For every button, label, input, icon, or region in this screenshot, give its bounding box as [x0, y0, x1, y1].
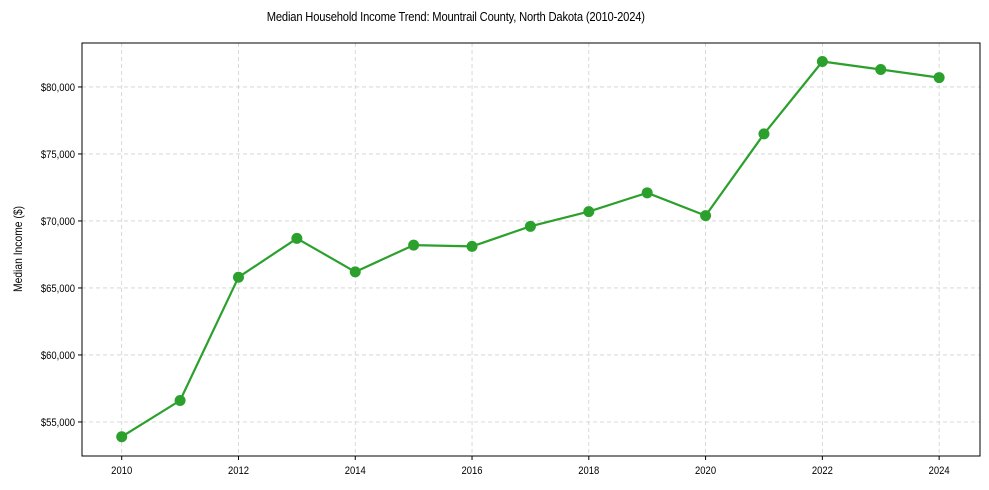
data-series	[116, 55, 945, 443]
x-tick-label: 2024	[929, 465, 950, 477]
data-point-marker	[466, 240, 478, 252]
x-tick-label: 2022	[812, 465, 833, 477]
x-axis: 2010 2012 2014 2016 2018 2020 2022 2024	[111, 456, 950, 477]
data-point-marker	[232, 271, 244, 283]
y-tick-label: $65,000	[41, 283, 75, 295]
y-tick-label: $75,000	[41, 149, 75, 161]
y-tick-label: $60,000	[41, 350, 75, 362]
data-point-marker	[933, 72, 945, 84]
x-tick-label: 2012	[228, 465, 249, 477]
chart-title: Median Household Income Trend: Mountrail…	[266, 9, 645, 24]
data-point-marker	[349, 266, 361, 278]
data-point-marker	[758, 128, 770, 140]
y-axis: $55,000 $60,000 $65,000 $70,000 $75,000 $80,0…	[41, 82, 82, 429]
plot-frame	[81, 42, 981, 457]
x-tick-label: 2020	[695, 465, 716, 477]
y-tick-label: $55,000	[41, 417, 75, 429]
x-tick-label: 2010	[111, 465, 132, 477]
data-point-marker	[641, 187, 653, 199]
data-point-marker	[816, 55, 828, 67]
x-tick-label: 2018	[578, 465, 599, 477]
data-point-marker	[174, 395, 186, 407]
data-point-marker	[524, 220, 536, 232]
x-tick-label: 2016	[462, 465, 483, 477]
x-tick-label: 2014	[345, 465, 366, 477]
grid-lines	[82, 43, 980, 456]
data-point-marker	[291, 232, 303, 244]
y-tick-label: $80,000	[41, 82, 75, 94]
y-tick-label: $70,000	[41, 216, 75, 228]
data-point-marker	[700, 210, 712, 222]
series-line	[121, 60, 940, 438]
data-point-marker	[116, 431, 128, 443]
data-point-marker	[875, 64, 887, 76]
data-point-marker	[408, 239, 420, 251]
data-point-marker	[583, 206, 595, 218]
